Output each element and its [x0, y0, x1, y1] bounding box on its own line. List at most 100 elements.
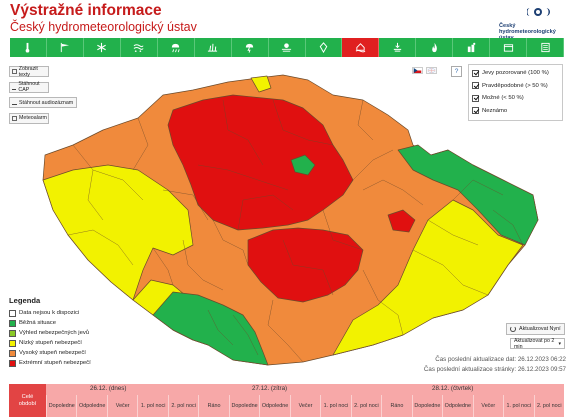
- tab-fog[interactable]: [268, 38, 306, 57]
- timeline-day: 27.12. (zítra): [252, 385, 288, 392]
- tab-heavy-rain[interactable]: [305, 38, 343, 57]
- checkbox-icon[interactable]: [472, 94, 479, 102]
- tab-list[interactable]: [527, 38, 565, 57]
- data-update-time: Čas poslední aktualizace dat: 26.12.2023…: [435, 356, 566, 363]
- district-borders: [67, 99, 524, 363]
- filter-observed[interactable]: Jevy pozorované (100 %): [472, 67, 559, 80]
- legend-swatch: [9, 329, 16, 337]
- legend-swatch: [9, 319, 16, 327]
- legend-swatch: [9, 309, 16, 317]
- ice-icon: [208, 43, 218, 52]
- legend-item: Vysoký stupeň nebezpečí: [9, 348, 91, 358]
- tab-temperature[interactable]: [10, 38, 47, 57]
- flood-icon: [355, 43, 366, 53]
- timeline-cell[interactable]: Dopoledne: [46, 395, 76, 417]
- timeline-cell[interactable]: Odpoledne: [259, 395, 289, 417]
- timeline-cell[interactable]: 2. pol noci: [533, 395, 564, 417]
- timeline-cell[interactable]: 1. pol noci: [137, 395, 167, 417]
- document-icon: [12, 69, 17, 74]
- map-region-yellow-north[interactable]: [250, 75, 272, 93]
- filter-probable[interactable]: Pravděpodobné (> 50 %): [472, 80, 559, 93]
- refresh-icon: [510, 326, 516, 332]
- map-region-green-south[interactable]: [152, 291, 269, 366]
- download-cap-button[interactable]: Stáhnout CAP: [9, 81, 49, 93]
- tab-flood[interactable]: [342, 38, 380, 57]
- page-update-time: Čas poslední aktualizace stránky: 26.12.…: [423, 366, 566, 373]
- timeline-cell[interactable]: Dopoledne: [228, 395, 259, 417]
- timeline-cell[interactable]: Ráno: [198, 395, 228, 417]
- list-icon: [540, 42, 550, 53]
- timeline-cells: Dopoledne Odpoledne Večer 1. pol noci 2.…: [46, 395, 564, 417]
- tab-drought[interactable]: [379, 38, 417, 57]
- warning-map[interactable]: [33, 70, 553, 370]
- snow-icon: [97, 42, 107, 53]
- timeline: Celé období 26.12. (dnes) 27.12. (zítra) …: [9, 384, 564, 417]
- legend: Legenda Data nejsou k dispozici Běžná si…: [9, 296, 91, 368]
- side-buttons: Zobrazit texty Stáhnout CAP Stáhnout aud…: [9, 66, 79, 128]
- tab-snow-drift[interactable]: [120, 38, 158, 57]
- tab-wind[interactable]: [46, 38, 84, 57]
- map-region-yellow-east[interactable]: [332, 199, 524, 356]
- legend-swatch: [9, 349, 16, 357]
- timeline-cell[interactable]: Večer: [289, 395, 320, 417]
- chevron-down-icon: ▾: [558, 340, 561, 347]
- timeline-cell[interactable]: 1. pol noci: [503, 395, 533, 417]
- czech-flag-icon[interactable]: [412, 67, 423, 74]
- refresh-now-button[interactable]: Aktualizovat Nyní: [506, 323, 565, 335]
- thunderstorm-icon: [245, 43, 254, 53]
- thermometer-icon: [26, 42, 30, 53]
- smog-icon: [467, 42, 476, 53]
- checkbox-icon[interactable]: [472, 82, 479, 90]
- tab-other[interactable]: [490, 38, 528, 57]
- timeline-cell[interactable]: Odpoledne: [76, 395, 106, 417]
- auto-refresh-select[interactable]: Aktualizovat po 2 min ▾: [510, 338, 565, 350]
- page-title: Výstražné informace: [10, 2, 162, 19]
- timeline-cell[interactable]: Ráno: [381, 395, 411, 417]
- timeline-cell[interactable]: Večer: [472, 395, 503, 417]
- timeline-whole-period[interactable]: Celé období: [9, 384, 46, 417]
- timeline-cell[interactable]: Odpoledne: [442, 395, 472, 417]
- map-region-yellow-west[interactable]: [42, 164, 194, 301]
- probability-filter: Jevy pozorované (100 %) Pravděpodobné (>…: [468, 64, 563, 121]
- rain-snow-icon: [172, 43, 180, 53]
- tab-ice[interactable]: [194, 38, 232, 57]
- drought-icon: [393, 42, 402, 52]
- tab-snow[interactable]: [83, 38, 121, 57]
- timeline-cell[interactable]: 2. pol noci: [350, 395, 381, 417]
- show-texts-button[interactable]: Zobrazit texty: [9, 66, 49, 78]
- tab-thunderstorm[interactable]: [231, 38, 269, 57]
- timeline-cell[interactable]: 1. pol noci: [320, 395, 350, 417]
- external-link-icon: [12, 115, 17, 121]
- legend-item: Běžná situace: [9, 318, 91, 328]
- legend-item: Nízký stupeň nebezpečí: [9, 338, 91, 348]
- legend-item: Výhled nebezpečných jevů: [9, 328, 91, 338]
- map-region-red-east[interactable]: [387, 209, 416, 233]
- help-button[interactable]: ?: [451, 66, 462, 77]
- fog-icon: [281, 43, 292, 52]
- heavy-rain-icon: [319, 42, 328, 53]
- legend-item: Data nejsou k dispozici: [9, 308, 91, 318]
- filter-possible[interactable]: Možné (< 50 %): [472, 92, 559, 105]
- chmi-logo[interactable]: Český hydrometeorologický ústav: [499, 4, 563, 42]
- download-audio-button[interactable]: Stáhnout audiozáznam: [9, 97, 77, 108]
- other-icon: [503, 44, 513, 52]
- timeline-cell[interactable]: Večer: [106, 395, 137, 417]
- page-subtitle: Český hydrometeorologický ústav: [10, 20, 197, 34]
- map-region-green-north[interactable]: [290, 154, 316, 176]
- filter-unknown[interactable]: Neznámo: [472, 105, 559, 118]
- timeline-cell[interactable]: 2. pol noci: [167, 395, 198, 417]
- timeline-cell[interactable]: Dopoledne: [411, 395, 442, 417]
- tab-fire[interactable]: [416, 38, 454, 57]
- meteoalarm-button[interactable]: Meteoalarm: [9, 112, 49, 124]
- download-icon: [12, 100, 17, 105]
- tab-rain-snow[interactable]: [157, 38, 195, 57]
- map-region-green-east[interactable]: [397, 144, 539, 246]
- snow-drift-icon: [133, 44, 144, 52]
- tab-smog[interactable]: [453, 38, 491, 57]
- checkbox-icon[interactable]: [472, 69, 479, 77]
- uk-flag-icon[interactable]: [426, 67, 437, 74]
- legend-title: Legenda: [9, 296, 41, 305]
- map-region-red-center[interactable]: [247, 227, 364, 303]
- checkbox-icon[interactable]: [472, 107, 479, 115]
- timeline-day: 26.12. (dnes): [90, 385, 127, 392]
